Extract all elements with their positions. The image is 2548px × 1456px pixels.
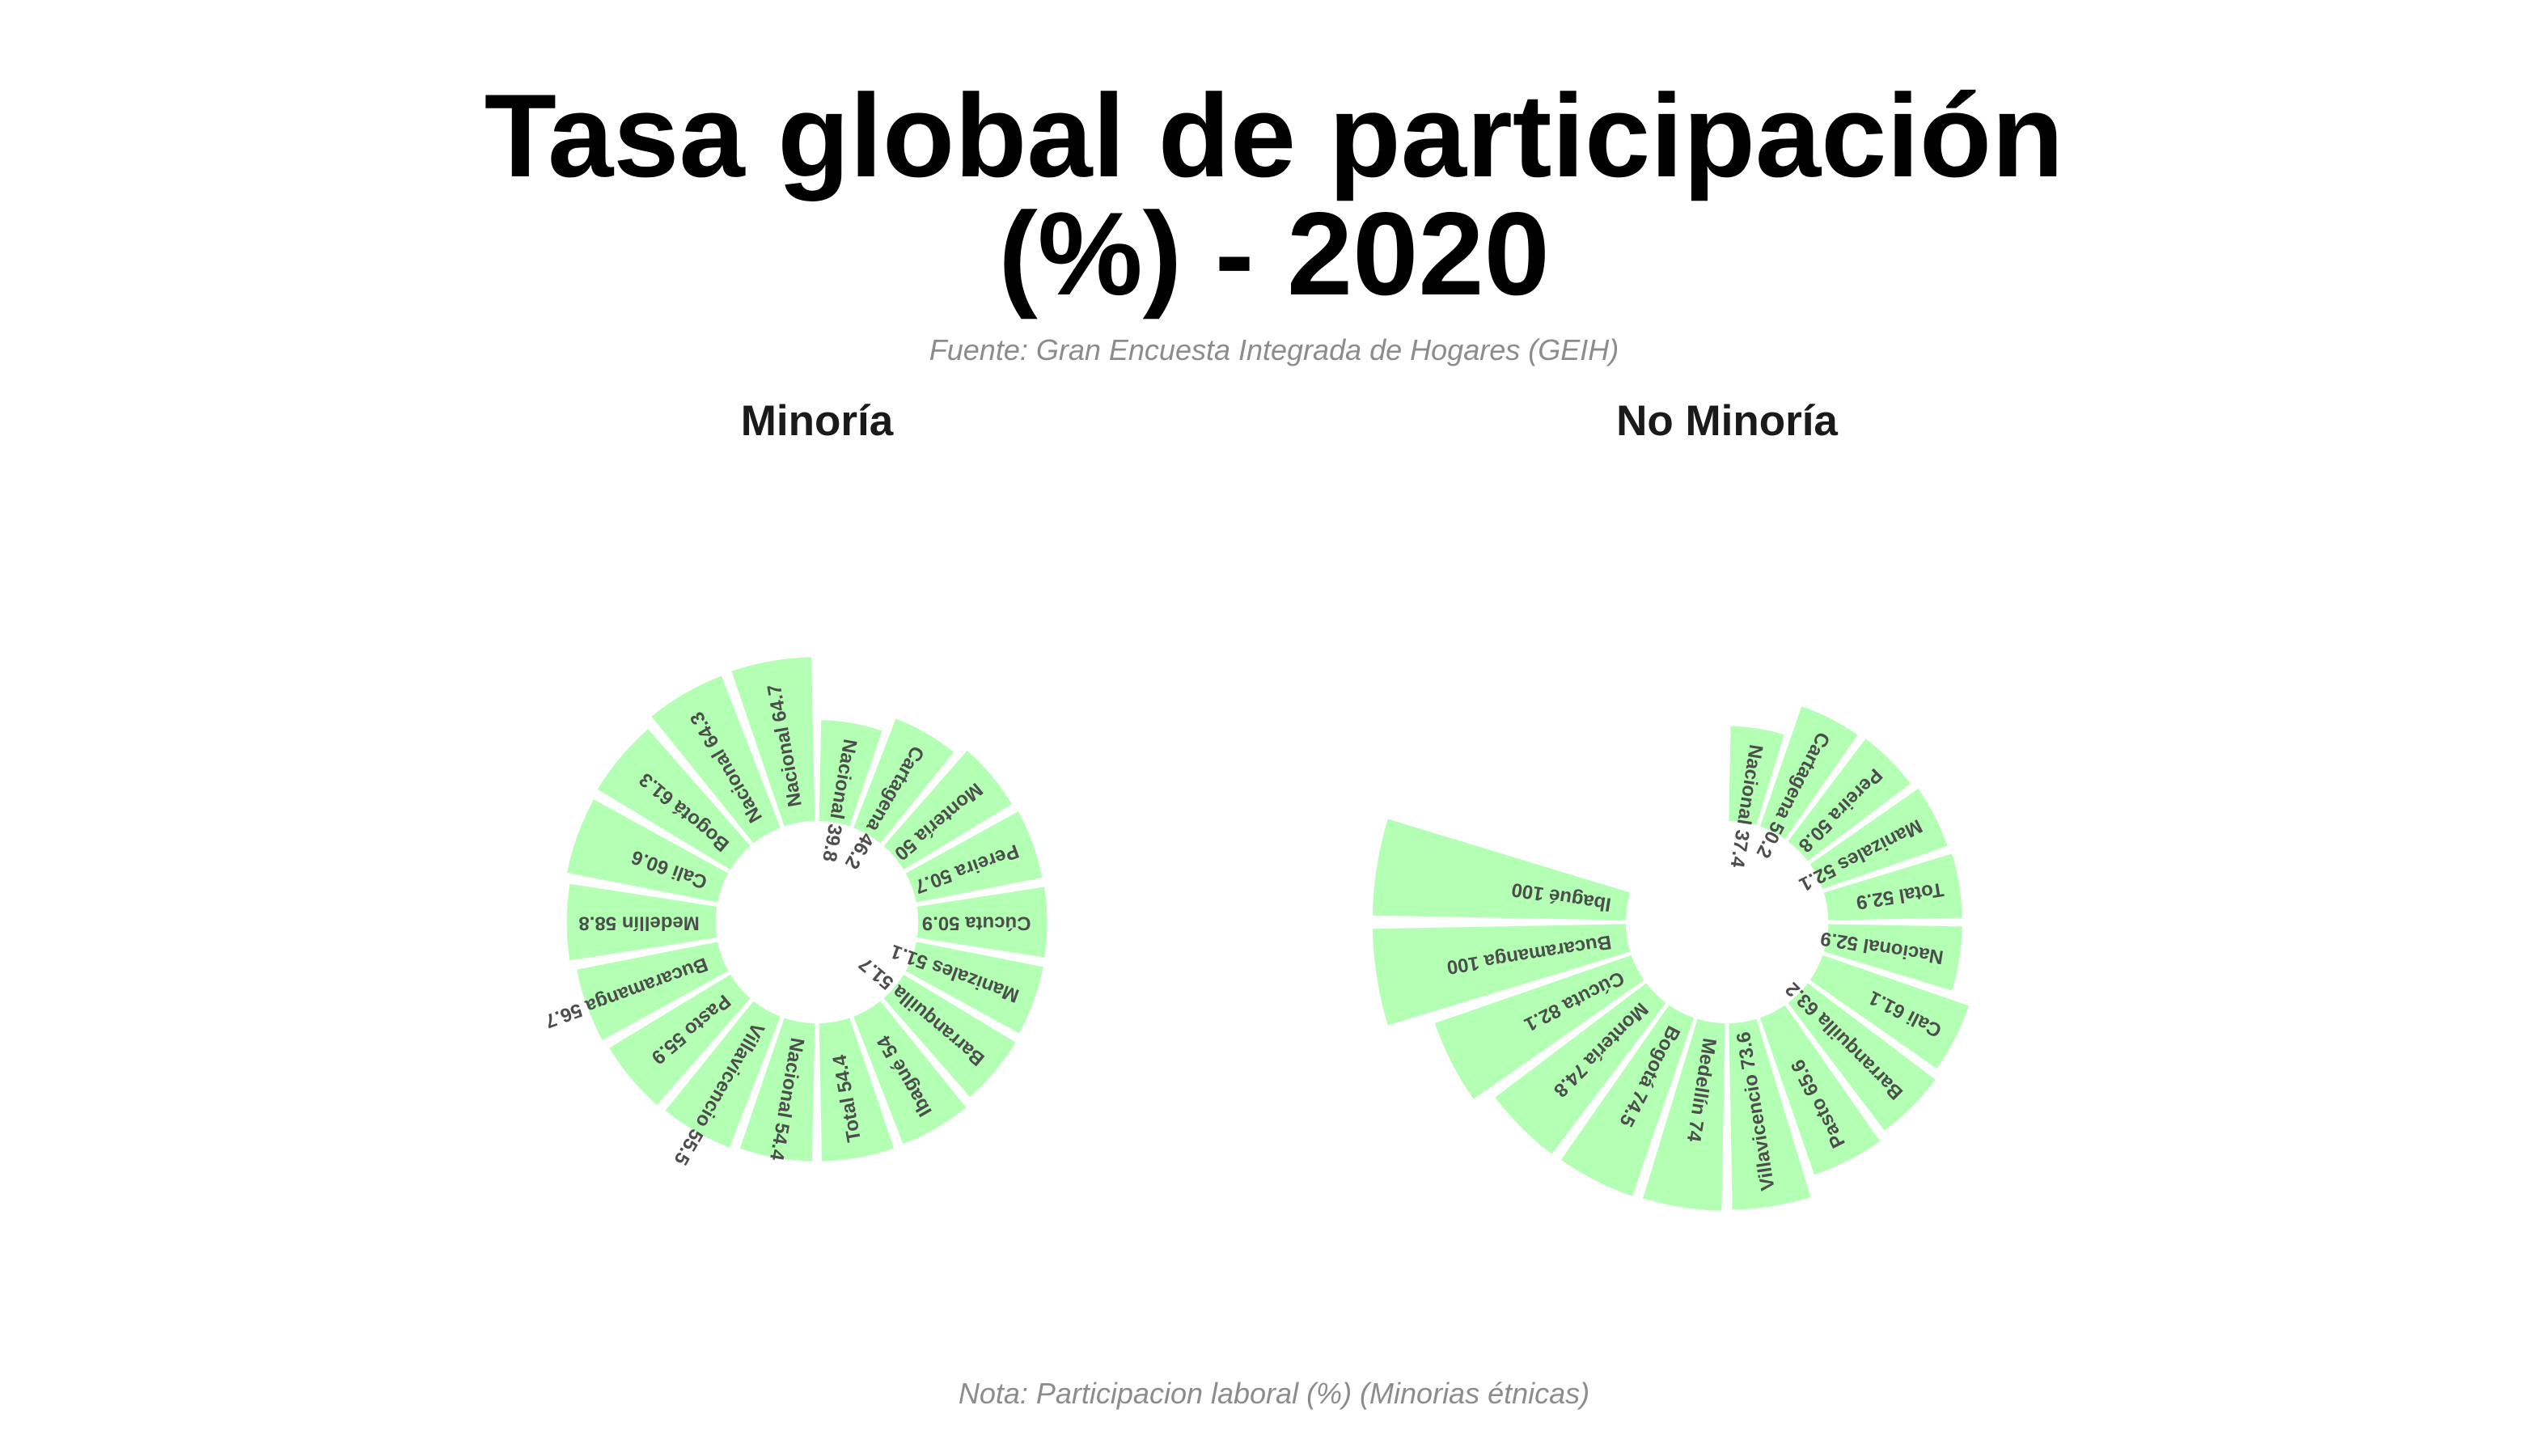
bar-bogota-11 bbox=[1560, 1005, 1695, 1196]
bar-pasto-8 bbox=[1759, 1005, 1881, 1175]
bar-nacional-17 bbox=[731, 657, 815, 827]
bar-barranquilla-7 bbox=[1788, 983, 1936, 1131]
panel-title-no-minoria: No Minoría bbox=[1616, 397, 1838, 445]
bar-nacional-0 bbox=[1729, 726, 1784, 826]
bar-villavicencio-9 bbox=[1729, 1018, 1811, 1210]
bar-total-8 bbox=[819, 1018, 895, 1162]
panel-title-minoria: Minoría bbox=[741, 397, 894, 445]
bar-cucuta-13 bbox=[1434, 954, 1644, 1099]
bar-pereira-3 bbox=[905, 811, 1043, 903]
bar-manizales-3 bbox=[1809, 788, 1948, 890]
bar-total-4 bbox=[1823, 853, 1962, 921]
bar-cartagena-1 bbox=[853, 718, 954, 844]
bar-cali-14 bbox=[567, 799, 729, 903]
bar-cucuta-4 bbox=[916, 887, 1048, 958]
bar-pasto-11 bbox=[609, 974, 751, 1105]
chart-title-line-1: Tasa global de participación bbox=[484, 70, 2064, 201]
bar-bogota-15 bbox=[597, 729, 751, 870]
chart-caption: Nota: Participacion laboral (%) (Minoria… bbox=[958, 1377, 1590, 1410]
bar-bucaramanga-14 bbox=[1372, 924, 1631, 1026]
bar-nacional-9 bbox=[739, 1018, 815, 1162]
bar-manizales-5 bbox=[905, 942, 1043, 1034]
bar-monteria-12 bbox=[1495, 983, 1666, 1154]
bar-label-medellin-13: Medellín 58.8 bbox=[578, 912, 699, 934]
bar-cartagena-1 bbox=[1759, 706, 1858, 840]
chart-title-line-2: (%) - 2020 bbox=[998, 188, 1550, 320]
bar-monteria-2 bbox=[883, 751, 1012, 870]
chart-title: Tasa global de participación (%) - 2020 bbox=[0, 77, 2548, 313]
bar-bucaramanga-12 bbox=[577, 942, 729, 1040]
bar-cali-6 bbox=[1809, 954, 1970, 1069]
bar-barranquilla-6 bbox=[883, 974, 1016, 1097]
bar-ibague-7 bbox=[853, 1001, 967, 1145]
bar-villavicencio-10 bbox=[665, 1001, 781, 1148]
bar-nacional-0 bbox=[819, 720, 882, 827]
bar-medellin-13 bbox=[566, 883, 717, 961]
bar-medellin-10 bbox=[1643, 1018, 1725, 1211]
bar-pereira-2 bbox=[1788, 739, 1911, 861]
bar-label-cucuta-4: Cúcuta 50.9 bbox=[922, 912, 1031, 934]
bar-nacional-5 bbox=[1823, 924, 1962, 991]
chart-subtitle: Fuente: Gran Encuesta Integrada de Hogar… bbox=[929, 333, 1619, 366]
bar-nacional-16 bbox=[651, 675, 781, 844]
bar-ibague-15 bbox=[1372, 819, 1631, 921]
